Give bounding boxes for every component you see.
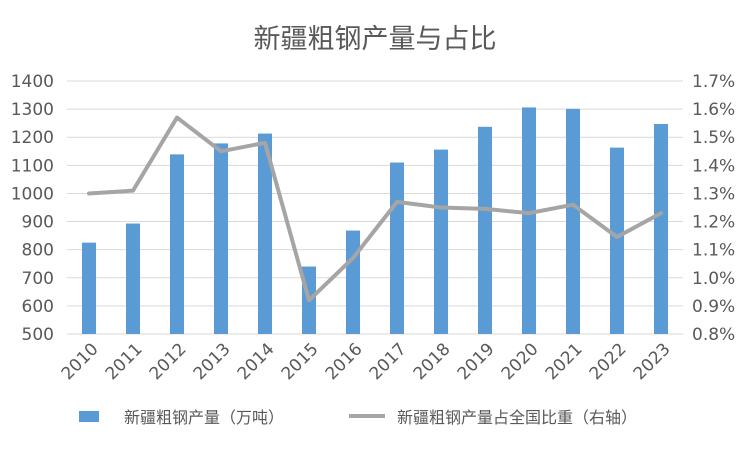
y-tick-label: 1100	[11, 156, 54, 176]
x-tick-label: 2010	[58, 339, 103, 384]
y2-tick-label: 1.3%	[692, 184, 735, 204]
bar	[126, 223, 140, 334]
y2-tick-label: 0.9%	[692, 297, 735, 317]
gridlines	[67, 80, 683, 335]
bar	[390, 162, 404, 334]
chart-title: 新疆粗钢产量与占比	[254, 24, 497, 55]
bar	[434, 149, 448, 334]
y-tick-label: 600	[22, 297, 54, 317]
bar	[170, 154, 184, 334]
y-tick-label: 1400	[11, 72, 54, 92]
x-tick-label: 2011	[102, 339, 147, 384]
y2-tick-label: 1.2%	[692, 213, 735, 233]
y-axis-right: 0.8% 0.9% 1.0% 1.1% 1.2% 1.3% 1.4% 1.5% 1.6% 1.7%	[692, 72, 735, 345]
y-tick-label: 1200	[11, 128, 54, 148]
legend-line-label: 新疆粗钢产量占全国比重（右轴）	[397, 408, 637, 427]
series-line	[87, 115, 663, 303]
bar	[214, 143, 228, 334]
legend-bar-swatch	[79, 411, 99, 422]
bar	[346, 230, 360, 334]
bar	[610, 147, 624, 334]
y2-tick-label: 1.6%	[692, 100, 735, 120]
x-tick-label: 2021	[542, 339, 587, 384]
x-tick-label: 2019	[454, 339, 499, 384]
y2-tick-label: 0.8%	[692, 325, 735, 345]
y2-tick-label: 1.7%	[692, 72, 735, 92]
bar	[654, 124, 668, 334]
y-tick-label: 800	[22, 241, 54, 261]
legend-bar-label: 新疆粗钢产量（万吨）	[124, 408, 284, 427]
x-axis: 2010 2011 2012 2013 2014 2015 2016 2017 2018 2019…	[58, 339, 675, 384]
bar	[522, 107, 536, 335]
x-tick-label: 2023	[630, 339, 675, 384]
y2-tick-label: 1.5%	[692, 128, 735, 148]
y-axis-left: 500 600 700 800 900 1000 1100 1200 1300 1400	[11, 72, 54, 345]
y-tick-label: 700	[22, 269, 54, 289]
x-tick-label: 2014	[234, 339, 279, 384]
bar	[82, 242, 96, 334]
bar-series	[82, 107, 668, 335]
x-tick-label: 2020	[498, 339, 543, 384]
line-series	[87, 115, 663, 303]
x-tick-label: 2013	[190, 339, 235, 384]
x-tick-label: 2022	[586, 339, 631, 384]
y-tick-label: 1000	[11, 184, 54, 204]
x-tick-label: 2016	[322, 339, 367, 384]
x-tick-label: 2017	[366, 339, 411, 384]
y-tick-label: 1300	[11, 100, 54, 120]
y2-tick-label: 1.1%	[692, 241, 735, 261]
bar	[258, 133, 272, 334]
y2-tick-label: 1.4%	[692, 156, 735, 176]
x-tick-label: 2012	[146, 339, 191, 384]
y-tick-label: 900	[22, 213, 54, 233]
x-tick-label: 2015	[278, 339, 323, 384]
y2-tick-label: 1.0%	[692, 269, 735, 289]
x-tick-label: 2018	[410, 339, 455, 384]
bar	[566, 108, 580, 334]
bar	[478, 126, 492, 335]
y-tick-label: 500	[22, 325, 54, 345]
legend: 新疆粗钢产量（万吨） 新疆粗钢产量占全国比重（右轴）	[79, 408, 637, 427]
